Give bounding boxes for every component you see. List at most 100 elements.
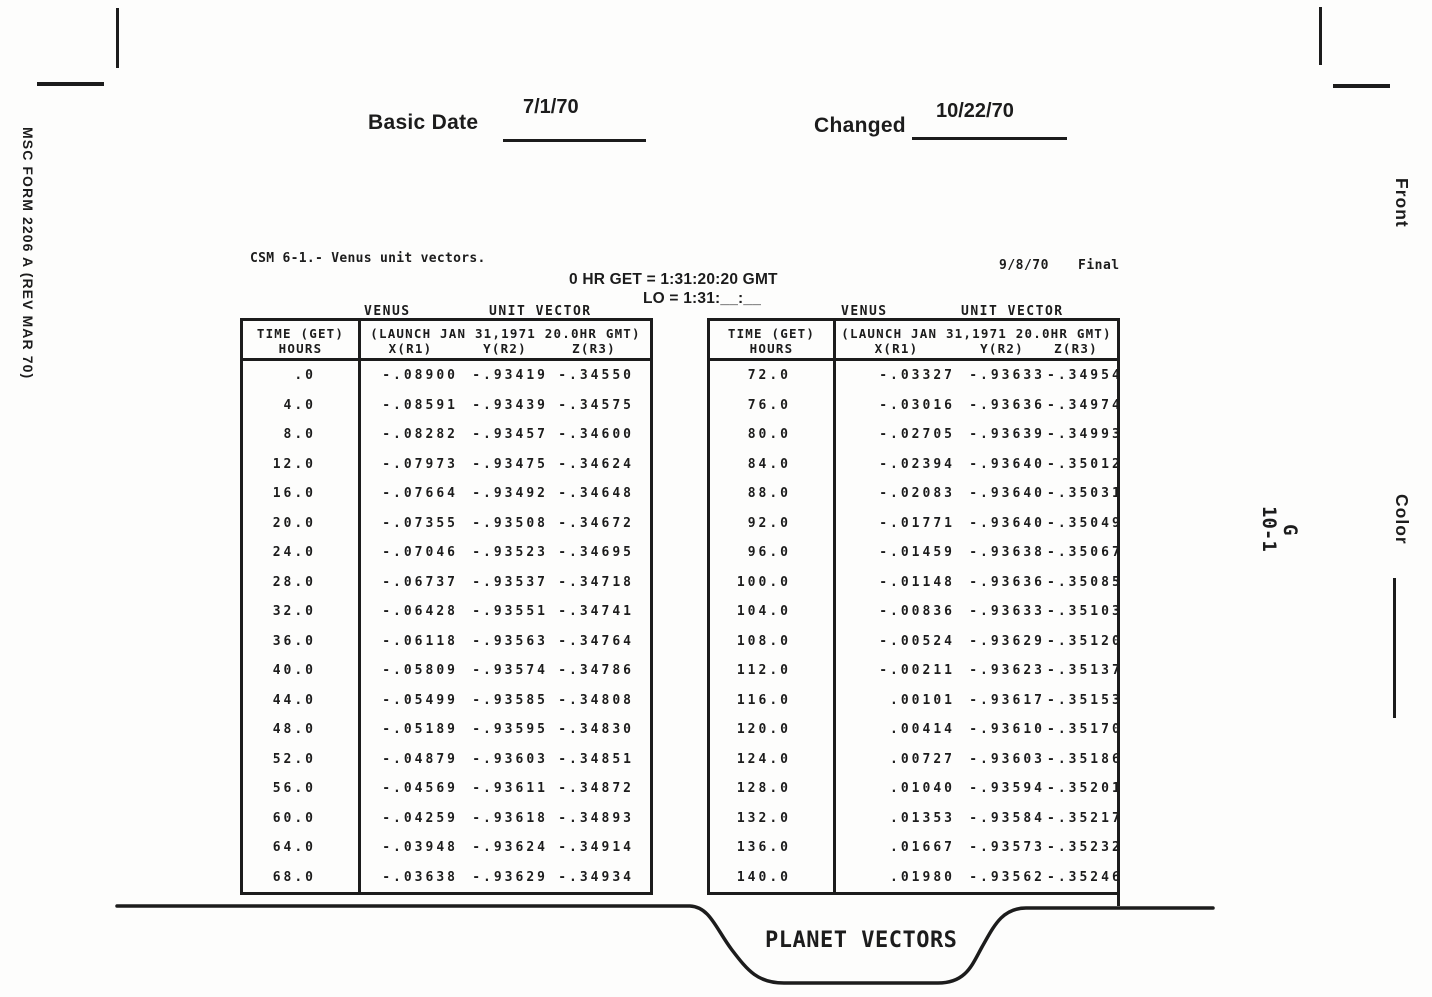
time-cell: 48.0 bbox=[243, 715, 361, 745]
figure-status: Final bbox=[1078, 258, 1120, 273]
time-cell: 136.0 bbox=[710, 833, 836, 863]
y-cell: -.93594 bbox=[969, 781, 1045, 797]
x-cell: -.07973 bbox=[382, 456, 458, 472]
y-cell: -.93640 bbox=[969, 515, 1045, 531]
x-cell: -.03016 bbox=[879, 397, 955, 413]
table-row: 96.0 -.01459 -.93638 -.35067 bbox=[710, 538, 1123, 568]
time-cell: 60.0 bbox=[243, 803, 361, 833]
x-cell: -.03638 bbox=[382, 869, 458, 885]
figure-title: CSM 6-1.- Venus unit vectors. bbox=[250, 251, 486, 266]
z-cell: -.35153 bbox=[1047, 692, 1123, 708]
y-cell: -.93603 bbox=[969, 751, 1045, 767]
x-cell: -.05189 bbox=[382, 722, 458, 738]
y-header: Y(R2) bbox=[980, 340, 1024, 356]
table-row: 52.0 -.04879 -.93603 -.34851 bbox=[243, 744, 650, 774]
time-header-line2: HOURS bbox=[278, 340, 323, 356]
z-cell: -.35137 bbox=[1047, 663, 1123, 679]
page-code: G 10-1 bbox=[1258, 506, 1301, 552]
y-cell: -.93638 bbox=[969, 545, 1045, 561]
y-cell: -.93623 bbox=[969, 663, 1045, 679]
z-cell: -.34718 bbox=[558, 574, 634, 590]
vector-column-header: (LAUNCH JAN 31,1971 20.0HR GMT) X(R1) Y(… bbox=[836, 321, 1117, 358]
x-cell: -.05499 bbox=[382, 692, 458, 708]
x-cell: -.06737 bbox=[382, 574, 458, 590]
table-row: 60.0 -.04259 -.93618 -.34893 bbox=[243, 803, 650, 833]
y-cell: -.93492 bbox=[472, 486, 548, 502]
z-cell: -.35085 bbox=[1047, 574, 1123, 590]
front-label: Front bbox=[1392, 178, 1412, 228]
x-cell: -.05809 bbox=[382, 663, 458, 679]
bottom-tab-outline bbox=[115, 904, 1215, 985]
page-code-line1: G bbox=[1279, 524, 1301, 536]
time-cell: 12.0 bbox=[243, 449, 361, 479]
x-cell: .00414 bbox=[890, 722, 955, 738]
x-cell: -.08900 bbox=[382, 368, 458, 384]
time-cell: 140.0 bbox=[710, 862, 836, 892]
y-cell: -.93537 bbox=[472, 574, 548, 590]
table-row: 36.0 -.06118 -.93563 -.34764 bbox=[243, 626, 650, 656]
x-cell: -.08282 bbox=[382, 427, 458, 443]
table-row: 120.0 .00414 -.93610 -.35170 bbox=[710, 715, 1120, 745]
group-label-unit-vector: UNIT VECTOR bbox=[961, 304, 1064, 319]
table-row: 88.0 -.02083 -.93640 -.35031 bbox=[710, 479, 1123, 509]
time-cell: 64.0 bbox=[243, 833, 361, 863]
table-corner-tick bbox=[1117, 893, 1120, 906]
y-cell: -.93636 bbox=[969, 574, 1045, 590]
registration-mark bbox=[37, 82, 104, 86]
table-row: 64.0 -.03948 -.93624 -.34914 bbox=[243, 833, 650, 863]
table-row: 76.0 -.03016 -.93636 -.34974 bbox=[710, 390, 1123, 420]
table-row: 116.0 .00101 -.93617 -.35153 bbox=[710, 685, 1123, 715]
table-row: 24.0 -.07046 -.93523 -.34695 bbox=[243, 538, 650, 568]
x-cell: -.02083 bbox=[879, 486, 955, 502]
y-cell: -.93523 bbox=[472, 545, 548, 561]
table-row: 4.0 -.08591 -.93439 -.34575 bbox=[243, 390, 650, 420]
z-cell: -.35012 bbox=[1047, 456, 1123, 472]
z-cell: -.35031 bbox=[1047, 486, 1123, 502]
table-body: .0 -.08900 -.93419 -.34550 4.0 -.08591 -.93439… bbox=[243, 361, 650, 892]
z-cell: -.34974 bbox=[1047, 397, 1123, 413]
time-cell: 124.0 bbox=[710, 744, 836, 774]
time-cell: 36.0 bbox=[243, 626, 361, 656]
z-cell: -.35232 bbox=[1047, 840, 1123, 856]
changed-value: 10/22/70 bbox=[936, 100, 1014, 122]
z-cell: -.35067 bbox=[1047, 545, 1123, 561]
table-row: 48.0 -.05189 -.93595 -.34830 bbox=[243, 715, 650, 745]
y-cell: -.93573 bbox=[969, 840, 1045, 856]
time-column-header: TIME (GET) HOURS bbox=[710, 321, 836, 358]
time-header-line2: HOURS bbox=[749, 340, 794, 356]
y-cell: -.93633 bbox=[969, 604, 1045, 620]
table-row: 92.0 -.01771 -.93640 -.35049 bbox=[710, 508, 1123, 538]
z-cell: -.35246 bbox=[1047, 869, 1123, 885]
time-cell: 84.0 bbox=[710, 449, 836, 479]
table-row: 32.0 -.06428 -.93551 -.34741 bbox=[243, 597, 650, 627]
z-cell: -.35049 bbox=[1047, 515, 1123, 531]
x-cell: -.01459 bbox=[879, 545, 955, 561]
time-cell: 88.0 bbox=[710, 479, 836, 509]
color-label: Color bbox=[1392, 494, 1412, 545]
time-cell: 68.0 bbox=[243, 862, 361, 892]
z-cell: -.34851 bbox=[558, 751, 634, 767]
venus-vectors-table-right: VENUS UNIT VECTOR TIME (GET) HOURS (LAUN… bbox=[707, 304, 1123, 895]
page-code-line2: 10-1 bbox=[1258, 506, 1280, 552]
z-header: Z(R3) bbox=[572, 340, 616, 356]
xyz-header-line: X(R1) Y(R2) Z(R3) bbox=[361, 341, 650, 356]
time-cell: 16.0 bbox=[243, 479, 361, 509]
z-cell: -.34600 bbox=[558, 427, 634, 443]
table-row: 16.0 -.07664 -.93492 -.34648 bbox=[243, 479, 650, 509]
y-cell: -.93636 bbox=[969, 397, 1045, 413]
z-cell: -.35217 bbox=[1047, 810, 1123, 826]
z-cell: -.34786 bbox=[558, 663, 634, 679]
time-cell: 116.0 bbox=[710, 685, 836, 715]
time-column-header: TIME (GET) HOURS bbox=[243, 321, 361, 358]
table-row: 124.0 .00727 -.93603 -.35186 bbox=[710, 744, 1120, 774]
table-group-labels: VENUS UNIT VECTOR bbox=[710, 304, 1117, 320]
y-cell: -.93584 bbox=[969, 810, 1045, 826]
x-cell: -.04569 bbox=[382, 781, 458, 797]
x-cell: -.04259 bbox=[382, 810, 458, 826]
y-cell: -.93457 bbox=[472, 427, 548, 443]
z-cell: -.34893 bbox=[558, 810, 634, 826]
table-row: 80.0 -.02705 -.93639 -.34993 bbox=[710, 420, 1120, 450]
y-cell: -.93551 bbox=[472, 604, 548, 620]
time-cell: 8.0 bbox=[243, 420, 361, 450]
